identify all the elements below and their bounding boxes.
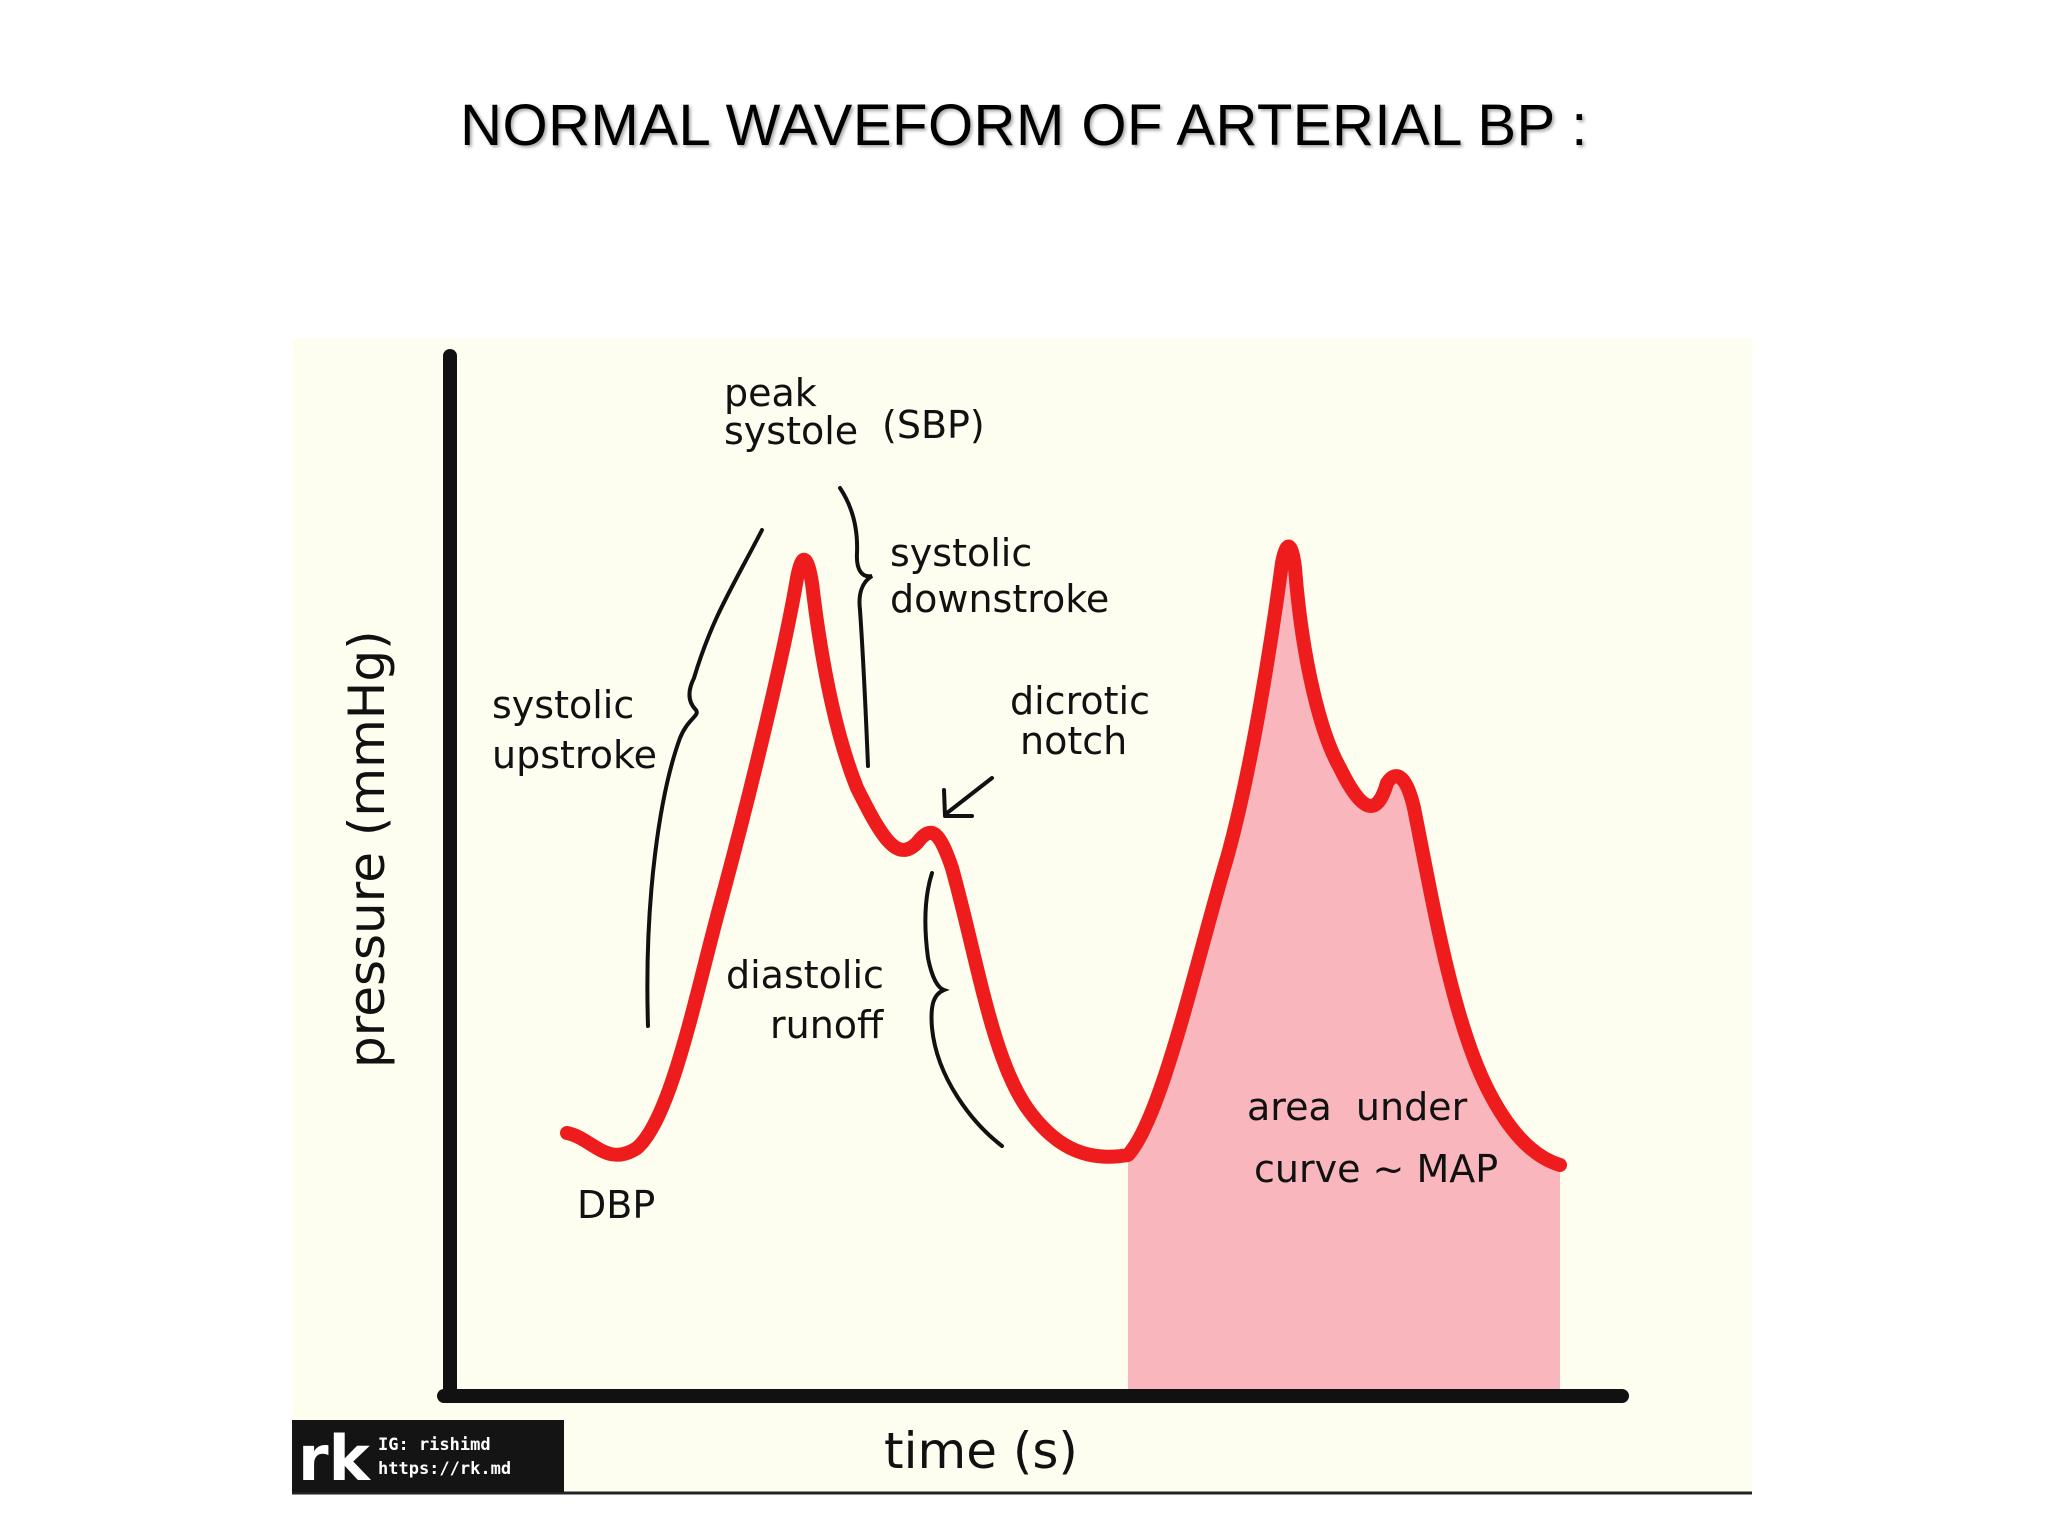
dicrotic-notch-arrowhead: [942, 788, 974, 818]
area-under-curve-fill: [1128, 546, 1560, 1392]
systolic-downstroke-label: systolic downstroke: [890, 531, 1109, 621]
dbp-label: DBP: [577, 1183, 655, 1227]
systolic-downstroke-bracket: [838, 486, 874, 768]
arterial-waveform: [560, 539, 1567, 1172]
dicrotic-notch-arrow: [945, 776, 994, 815]
peak-systole-label: peak systole: [724, 371, 858, 453]
logo-instagram-handle: IG: rishimd: [378, 1435, 491, 1455]
x-axis-label: time (s): [884, 1422, 1078, 1480]
y-axis-label: pressure (mmHg): [338, 630, 396, 1068]
sbp-label: (SBP): [882, 403, 985, 447]
bp-waveform-diagram: peak systole (SBP) systolic downstroke s…: [292, 338, 1752, 1495]
diastolic-runoff-bracket: [923, 871, 1004, 1148]
diastolic-runoff-label: diastolic runoff: [726, 953, 896, 1047]
logo-background: [292, 1420, 564, 1492]
area-under-curve-label: area under curve ~ MAP: [1247, 1085, 1498, 1191]
systolic-upstroke-bracket: [645, 528, 764, 1028]
systolic-upstroke-label: systolic upstroke: [492, 683, 657, 777]
rk-logo-mark: rk: [298, 1422, 372, 1495]
logo-website: https://rk.md: [378, 1459, 511, 1479]
rk-logo: rk IG: rishimd https://rk.md: [292, 1420, 564, 1495]
dicrotic-notch-label: dicrotic notch: [1010, 679, 1162, 763]
slide-title: NORMAL WAVEFORM OF ARTERIAL BP :: [460, 93, 1588, 158]
